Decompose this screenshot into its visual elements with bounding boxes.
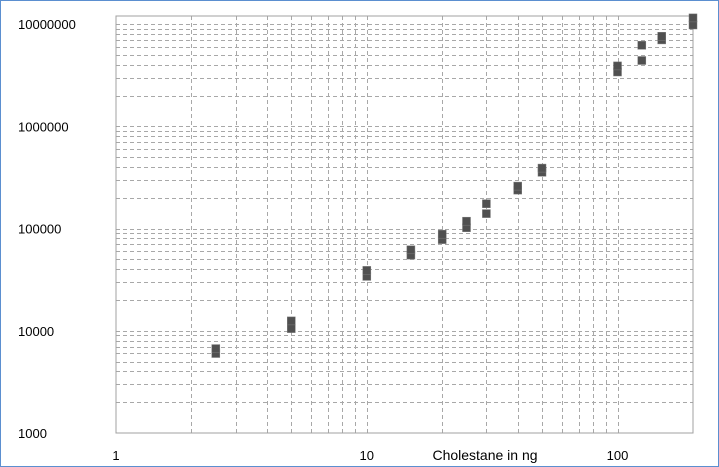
data-point	[362, 266, 372, 275]
data-point	[613, 61, 622, 71]
y-tick-label: 1000000	[18, 119, 69, 134]
data-point	[637, 56, 647, 65]
y-tick-label: 100000	[18, 222, 61, 237]
data-point	[406, 245, 416, 255]
data-points	[211, 13, 698, 358]
data-point	[211, 344, 221, 353]
plot-area	[115, 15, 694, 434]
data-point	[482, 209, 491, 218]
y-tick-labels: 1000 10000 100000 1000000 10000000	[18, 17, 76, 441]
data-point	[513, 181, 522, 191]
data-point	[437, 229, 447, 239]
data-point	[537, 163, 547, 173]
x-tick-label: 1	[112, 448, 119, 463]
x-axis-title: Cholestane in ng	[432, 447, 537, 463]
data-point	[287, 316, 296, 326]
x-tick-labels: 1 10 100	[112, 448, 628, 463]
data-point	[688, 13, 698, 23]
y-tick-label: 10000000	[18, 17, 76, 32]
data-point	[637, 41, 647, 50]
data-point	[287, 324, 296, 333]
data-point	[657, 32, 666, 41]
y-tick-label: 1000	[18, 426, 47, 441]
x-tick-label: 10	[360, 448, 374, 463]
y-tick-label: 10000	[18, 324, 54, 339]
grid-lines	[116, 16, 693, 433]
data-point	[688, 20, 698, 30]
data-point	[482, 199, 491, 208]
x-tick-label: 100	[607, 448, 629, 463]
data-point	[462, 216, 471, 226]
